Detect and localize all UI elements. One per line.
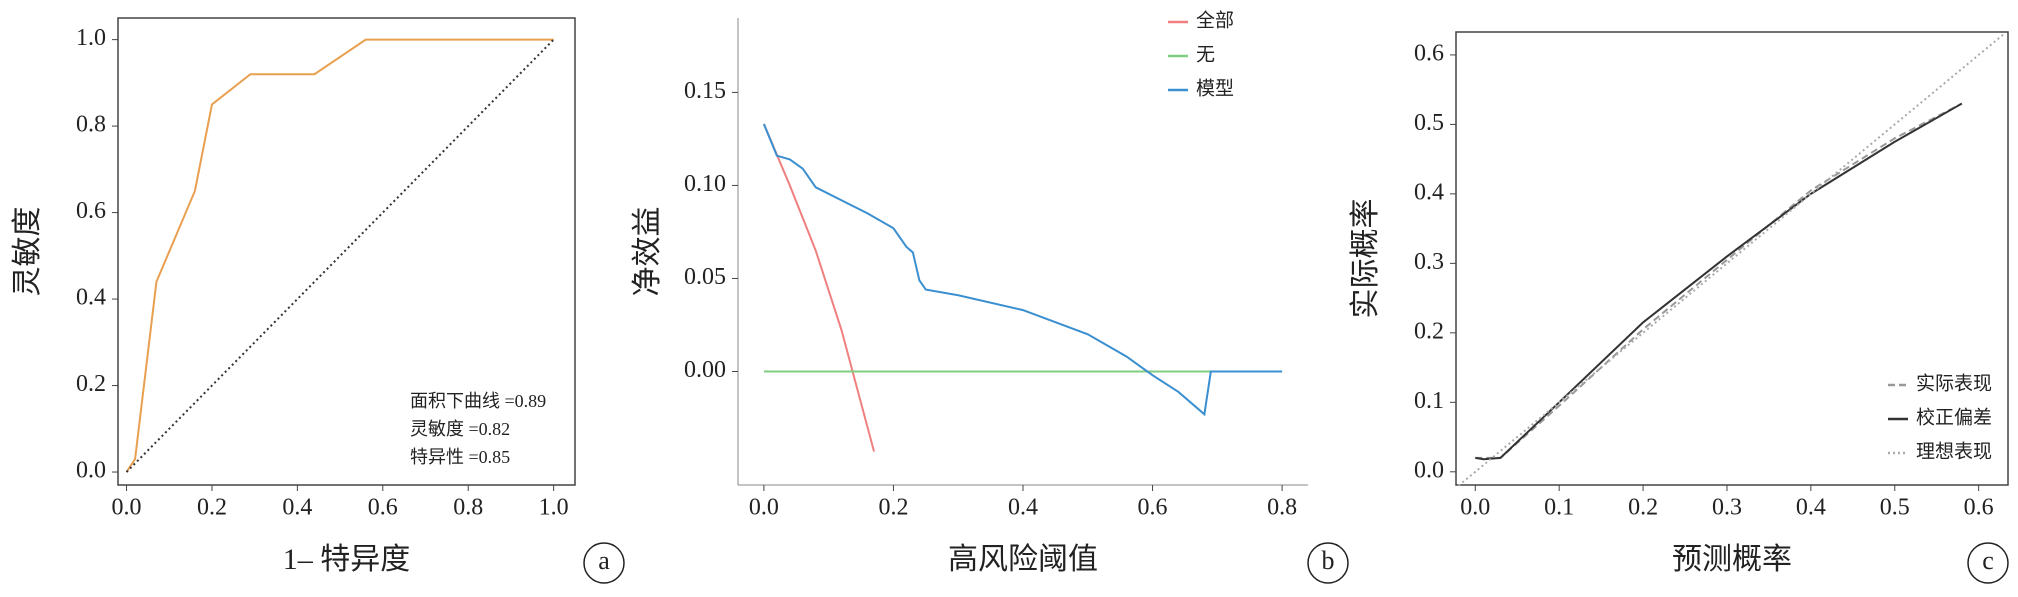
panel-badge	[583, 542, 625, 584]
series-line	[125, 38, 554, 473]
x-tick-label: 0.4	[1796, 495, 1826, 521]
panel-label: a	[598, 546, 610, 575]
x-tick-label: 1.0	[539, 495, 569, 521]
y-tick-label: 0.6	[76, 198, 106, 224]
legend-label: 校正偏差	[1916, 406, 1992, 428]
legend-label: 理想表现	[1916, 440, 1992, 462]
x-tick-label: 0.4	[282, 495, 312, 521]
x-tick-label: 0.0	[749, 495, 779, 521]
y-tick-label: 0.6	[1414, 40, 1444, 66]
series-line	[1457, 33, 2005, 487]
x-tick-label: 0.1	[1544, 495, 1574, 521]
series-line	[1475, 102, 1963, 459]
x-tick-label: 0.3	[1712, 495, 1742, 521]
y-tick-label: 1.0	[76, 25, 106, 51]
x-tick-label: 0.5	[1880, 495, 1910, 521]
annotation: 特异性 =0.85	[410, 447, 510, 467]
annotation: 面积下曲线 =0.89	[410, 391, 546, 411]
y-axis-title: 灵敏度	[11, 207, 44, 297]
x-tick-label: 0.0	[1460, 495, 1490, 521]
x-tick-label: 0.8	[453, 495, 483, 521]
x-tick-label: 0.6	[1964, 495, 1994, 521]
annotation: 灵敏度 =0.82	[410, 419, 510, 439]
y-tick-label: 0.2	[1414, 318, 1444, 344]
panel-label: b	[1322, 546, 1335, 575]
y-tick-label: 0.05	[684, 264, 726, 290]
x-tick-label: 0.4	[1008, 495, 1038, 521]
x-axis-title: 预测概率	[1672, 543, 1792, 576]
panel-badge	[1967, 542, 2009, 584]
y-tick-label: 0.1	[1414, 388, 1444, 414]
plot-frame	[117, 17, 576, 486]
series-line	[762, 123, 875, 452]
x-tick-label: 0.6	[1138, 495, 1168, 521]
y-tick-label: 0.3	[1414, 249, 1444, 275]
y-tick-label: 0.0	[1414, 457, 1444, 483]
y-tick-label: 0.5	[1414, 110, 1444, 136]
series-line	[1475, 102, 1963, 461]
y-tick-label: 0.10	[684, 171, 726, 197]
legend-label: 模型	[1196, 77, 1234, 99]
x-tick-label: 0.2	[1628, 495, 1658, 521]
x-axis-title: 1– 特异度	[283, 543, 411, 576]
panel-badge	[1307, 542, 1349, 584]
series-line	[762, 123, 1283, 417]
y-tick-label: 0.00	[684, 357, 726, 383]
y-tick-label: 0.2	[76, 371, 106, 397]
plot-frame	[1455, 31, 2009, 486]
series-line	[125, 38, 555, 473]
y-tick-label: 0.0	[76, 458, 106, 484]
x-tick-label: 0.2	[197, 495, 227, 521]
legend-label: 实际表现	[1916, 372, 1992, 394]
y-axis-title: 实际概率	[1349, 199, 1382, 319]
x-tick-label: 0.0	[112, 495, 142, 521]
x-tick-label: 0.2	[878, 495, 908, 521]
y-tick-label: 0.4	[1414, 179, 1444, 205]
y-tick-label: 0.8	[76, 112, 106, 138]
panel-label: c	[1982, 546, 1994, 575]
legend-label: 无	[1196, 44, 1215, 65]
y-tick-label: 0.15	[684, 78, 726, 104]
y-tick-label: 0.4	[76, 285, 106, 311]
x-tick-label: 0.6	[368, 495, 398, 521]
legend-label: 全部	[1196, 9, 1234, 31]
y-axis-title: 净效益	[631, 207, 664, 297]
x-tick-label: 0.8	[1267, 495, 1297, 521]
x-axis-title: 高风险阈值	[948, 543, 1098, 576]
